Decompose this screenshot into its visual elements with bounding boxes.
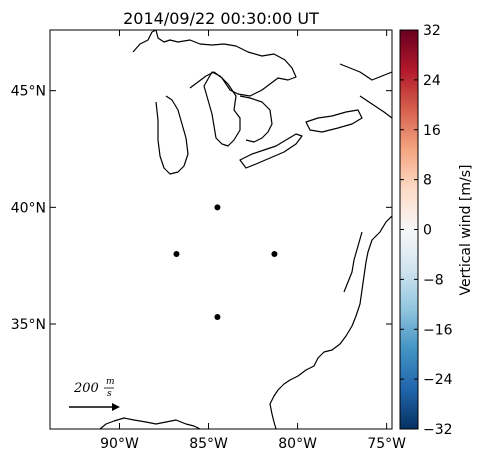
lat-tick-label: 40°N — [11, 200, 46, 216]
lake-erie-shore — [239, 133, 303, 169]
scale-arrow: 200 m s — [69, 377, 120, 411]
scale-arrow-head — [112, 403, 120, 411]
lon-tick-label: 75°W — [367, 436, 406, 452]
lon-tick-label: 85°W — [189, 436, 228, 452]
colorbar-tick-label: 8 — [423, 173, 432, 189]
station-marker-4 — [214, 314, 221, 320]
lat-tick-label: 45°N — [11, 84, 46, 100]
chesapeake-bay — [343, 231, 363, 293]
colorbar-tick-label: 0 — [423, 223, 432, 239]
lake-huron-shore — [239, 95, 273, 143]
latitude-axis: 45°N 40°N 35°N — [11, 84, 392, 333]
colorbar-label: Vertical wind [m/s] — [458, 165, 474, 296]
station-marker-2 — [173, 251, 180, 257]
atlantic-coastline — [269, 215, 392, 429]
scale-arrow-unit-numerator: m — [106, 377, 115, 387]
colorbar-tick-label: −16 — [423, 322, 453, 338]
colorbar-tick-label: −24 — [423, 372, 453, 388]
station-marker-1 — [214, 204, 221, 211]
scale-arrow-unit-denominator: s — [107, 389, 112, 399]
colorbar-tick-label: 24 — [423, 73, 441, 89]
coastlines — [99, 30, 392, 429]
michigan-mitten — [203, 71, 241, 147]
station-markers — [173, 204, 278, 320]
longitude-axis: 90°W 85°W 80°W 75°W — [100, 30, 406, 452]
lon-tick-label: 80°W — [278, 436, 317, 452]
gulf-coastline — [99, 417, 201, 429]
colorbar-tick-label: −8 — [423, 272, 444, 288]
lake-superior-shore — [132, 30, 297, 97]
colorbar-ticks: 32 24 16 8 0 −8 −16 −24 −32 — [400, 23, 453, 438]
lake-ontario-shore — [305, 109, 363, 133]
colorbar-tick-label: −32 — [423, 422, 453, 438]
colorbar-tick-label: 16 — [423, 123, 441, 139]
map-frame — [49, 29, 393, 430]
lat-tick-label: 35°N — [11, 317, 46, 333]
lon-tick-label: 90°W — [100, 436, 139, 452]
station-marker-3 — [271, 251, 278, 257]
scale-arrow-value: 200 — [73, 381, 99, 396]
plot-title: 2014/09/22 00:30:00 UT — [123, 9, 319, 28]
st-lawrence-coast — [339, 63, 392, 81]
new-england-coast — [359, 95, 392, 119]
lake-michigan-shore — [155, 95, 189, 175]
colorbar-tick-label: 32 — [423, 23, 441, 39]
